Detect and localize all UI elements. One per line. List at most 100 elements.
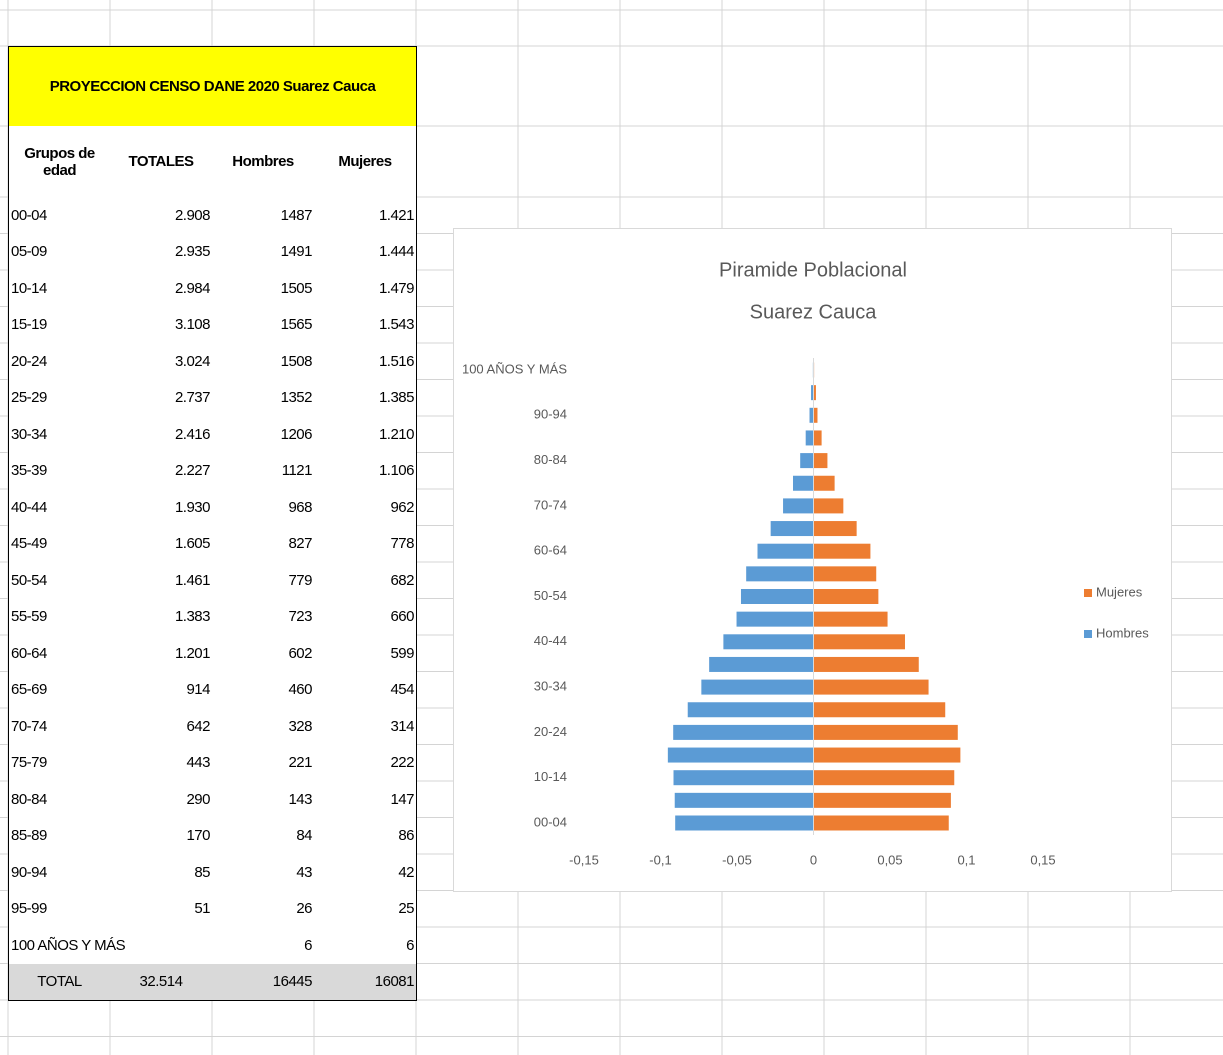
number-cell: 2.227: [110, 452, 213, 490]
number-cell: 84: [212, 817, 315, 855]
age-group-cell: 10-14: [8, 270, 111, 308]
number-cell: 1491: [212, 233, 315, 271]
bar: [792, 475, 814, 491]
y-tick-label: 30-34: [534, 679, 567, 694]
bar: [813, 702, 946, 718]
number-cell: 3.024: [110, 343, 213, 381]
number-cell: 1.201: [110, 635, 213, 673]
age-group-cell: 05-09: [8, 233, 111, 271]
y-tick-label: 10-14: [534, 769, 567, 784]
x-tick-label: 0,15: [1030, 852, 1055, 867]
number-cell: 1.543: [314, 306, 417, 344]
number-cell: 2.984: [110, 270, 213, 308]
y-tick-label: 70-74: [534, 497, 567, 512]
column-header: Mujeres: [314, 126, 417, 198]
age-group-cell: 95-99: [8, 890, 111, 928]
number-cell: 660: [314, 598, 417, 636]
age-group-cell: 75-79: [8, 744, 111, 782]
bar: [687, 702, 814, 718]
number-cell: 42: [314, 854, 417, 892]
legend-label: Mujeres: [1096, 584, 1143, 599]
age-group-cell: 65-69: [8, 671, 111, 709]
number-cell: 290: [110, 781, 213, 819]
number-cell: 2.416: [110, 416, 213, 454]
total-cell: 32.514: [110, 963, 213, 1001]
y-tick-label: 50-54: [534, 588, 567, 603]
bar: [813, 770, 955, 786]
bar: [813, 407, 818, 423]
number-cell: 85: [110, 854, 213, 892]
bar: [813, 475, 835, 491]
number-cell: 25: [314, 890, 417, 928]
y-tick-label: 40-44: [534, 633, 567, 648]
age-group-cell: 25-29: [8, 379, 111, 417]
number-cell: 2.737: [110, 379, 213, 417]
number-cell: 599: [314, 635, 417, 673]
number-cell: 26: [212, 890, 315, 928]
number-cell: 778: [314, 525, 417, 563]
number-cell: 143: [212, 781, 315, 819]
bar: [813, 385, 816, 401]
bar: [701, 679, 814, 695]
number-cell: 1206: [212, 416, 315, 454]
x-tick-label: -0,1: [649, 852, 671, 867]
number-cell: 1.461: [110, 562, 213, 600]
legend-swatch: [1084, 630, 1092, 638]
bar: [723, 634, 814, 650]
bar: [813, 453, 828, 469]
age-group-cell: 100 AÑOS Y MÁS: [8, 927, 213, 965]
bar: [770, 521, 814, 537]
number-cell: 86: [314, 817, 417, 855]
number-cell: 1508: [212, 343, 315, 381]
bar: [813, 815, 949, 831]
x-tick-label: -0,15: [569, 852, 599, 867]
age-group-cell: 40-44: [8, 489, 111, 527]
number-cell: 6: [314, 927, 417, 965]
number-cell: 1.516: [314, 343, 417, 381]
column-header: TOTALES: [110, 126, 213, 198]
number-cell: 1487: [212, 197, 315, 235]
chart-title: Piramide Poblacional: [719, 259, 907, 281]
bar: [740, 589, 814, 604]
bar: [805, 430, 814, 446]
bar: [800, 453, 814, 469]
bar: [736, 611, 814, 627]
bar: [813, 589, 879, 604]
y-tick-label: 100 AÑOS Y MÁS: [462, 361, 567, 376]
number-cell: 682: [314, 562, 417, 600]
number-cell: 1.605: [110, 525, 213, 563]
number-cell: 1505: [212, 270, 315, 308]
number-cell: 779: [212, 562, 315, 600]
bar: [809, 407, 814, 423]
legend-label: Hombres: [1096, 625, 1149, 640]
x-tick-label: 0,05: [877, 852, 902, 867]
bar: [813, 430, 822, 446]
age-group-cell: 55-59: [8, 598, 111, 636]
number-cell: 1.930: [110, 489, 213, 527]
number-cell: 454: [314, 671, 417, 709]
age-group-cell: 80-84: [8, 781, 111, 819]
number-cell: 51: [110, 890, 213, 928]
column-header: Grupos de edad: [8, 126, 111, 198]
table-title: PROYECCION CENSO DANE 2020 Suarez Cauca: [8, 46, 417, 127]
column-header: Hombres: [212, 126, 315, 198]
number-cell: 602: [212, 635, 315, 673]
bar: [813, 498, 844, 514]
bar: [813, 521, 857, 537]
number-cell: 827: [212, 525, 315, 563]
age-group-cell: 50-54: [8, 562, 111, 600]
total-cell: TOTAL: [8, 963, 111, 1001]
bar: [673, 770, 814, 786]
age-group-cell: 00-04: [8, 197, 111, 235]
number-cell: 460: [212, 671, 315, 709]
number-cell: 914: [110, 671, 213, 709]
number-cell: 2.908: [110, 197, 213, 235]
number-cell: 968: [212, 489, 315, 527]
bar: [813, 679, 929, 695]
number-cell: 147: [314, 781, 417, 819]
number-cell: 443: [110, 744, 213, 782]
bar: [675, 815, 814, 831]
bar: [811, 385, 814, 401]
number-cell: 1.385: [314, 379, 417, 417]
number-cell: 3.108: [110, 306, 213, 344]
